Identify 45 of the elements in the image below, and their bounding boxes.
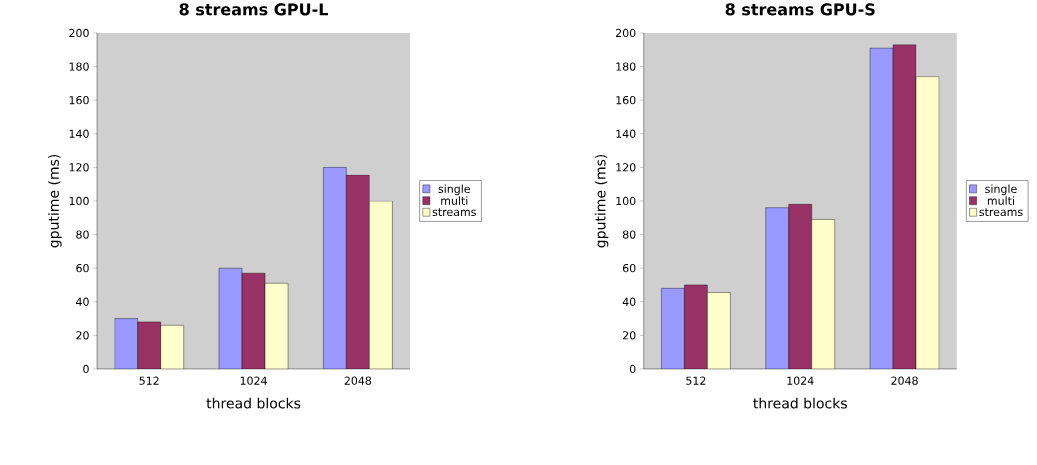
legend-label: single	[438, 184, 470, 196]
bar	[160, 325, 184, 370]
chart-title: 8 streams GPU-S	[725, 3, 875, 16]
y-axis-title: gputime (ms)	[594, 155, 609, 248]
y-tick-label: 40	[622, 297, 636, 307]
bar	[242, 273, 266, 370]
y-tick-label: 60	[622, 264, 636, 273]
chart-title: 8 streams GPU-L	[179, 3, 329, 16]
y-tick-label: 80	[76, 230, 89, 239]
legend-label: multi	[441, 196, 468, 205]
y-tick-label: 200	[69, 28, 89, 38]
bar	[369, 200, 393, 370]
y-tick-label: 180	[616, 62, 636, 71]
y-tick-label: 120	[69, 163, 89, 172]
y-tick-label: 80	[622, 230, 636, 239]
legend-label: multi	[987, 196, 1014, 205]
x-tick-label: 512	[686, 376, 706, 385]
x-axis-title: thread blocks	[753, 397, 847, 409]
y-tick-label: 20	[623, 331, 636, 340]
x-tick-label: 512	[139, 376, 159, 385]
x-tick-label: 2048	[344, 376, 372, 385]
legend-label: streams	[432, 208, 476, 217]
y-tick-label: 140	[69, 129, 89, 139]
legend-label: streams	[979, 208, 1023, 217]
y-tick-label: 120	[616, 163, 636, 172]
bar	[346, 174, 370, 370]
x-tick-label: 2048	[891, 376, 918, 385]
y-tick-label: 140	[616, 129, 636, 139]
legend-label: single	[985, 184, 1017, 196]
y-tick-label: 100	[616, 196, 636, 206]
x-axis-title: thread blocks	[206, 397, 301, 409]
bar	[137, 322, 161, 370]
y-tick-label: 180	[69, 62, 89, 71]
y-axis-title: gputime (ms)	[48, 155, 62, 248]
y-tick-label: 160	[69, 96, 89, 105]
y-tick-label: 60	[76, 264, 89, 273]
x-tick-label: 1024	[240, 376, 267, 385]
y-tick-label: 40	[76, 297, 89, 307]
y-tick-label: 100	[69, 196, 89, 206]
y-tick-label: 0	[83, 364, 89, 374]
y-tick-label: 200	[616, 28, 636, 38]
y-tick-label: 160	[616, 96, 636, 105]
x-tick-label: 1024	[787, 376, 814, 385]
y-tick-label: 0	[629, 364, 636, 374]
y-tick-label: 20	[76, 331, 89, 340]
